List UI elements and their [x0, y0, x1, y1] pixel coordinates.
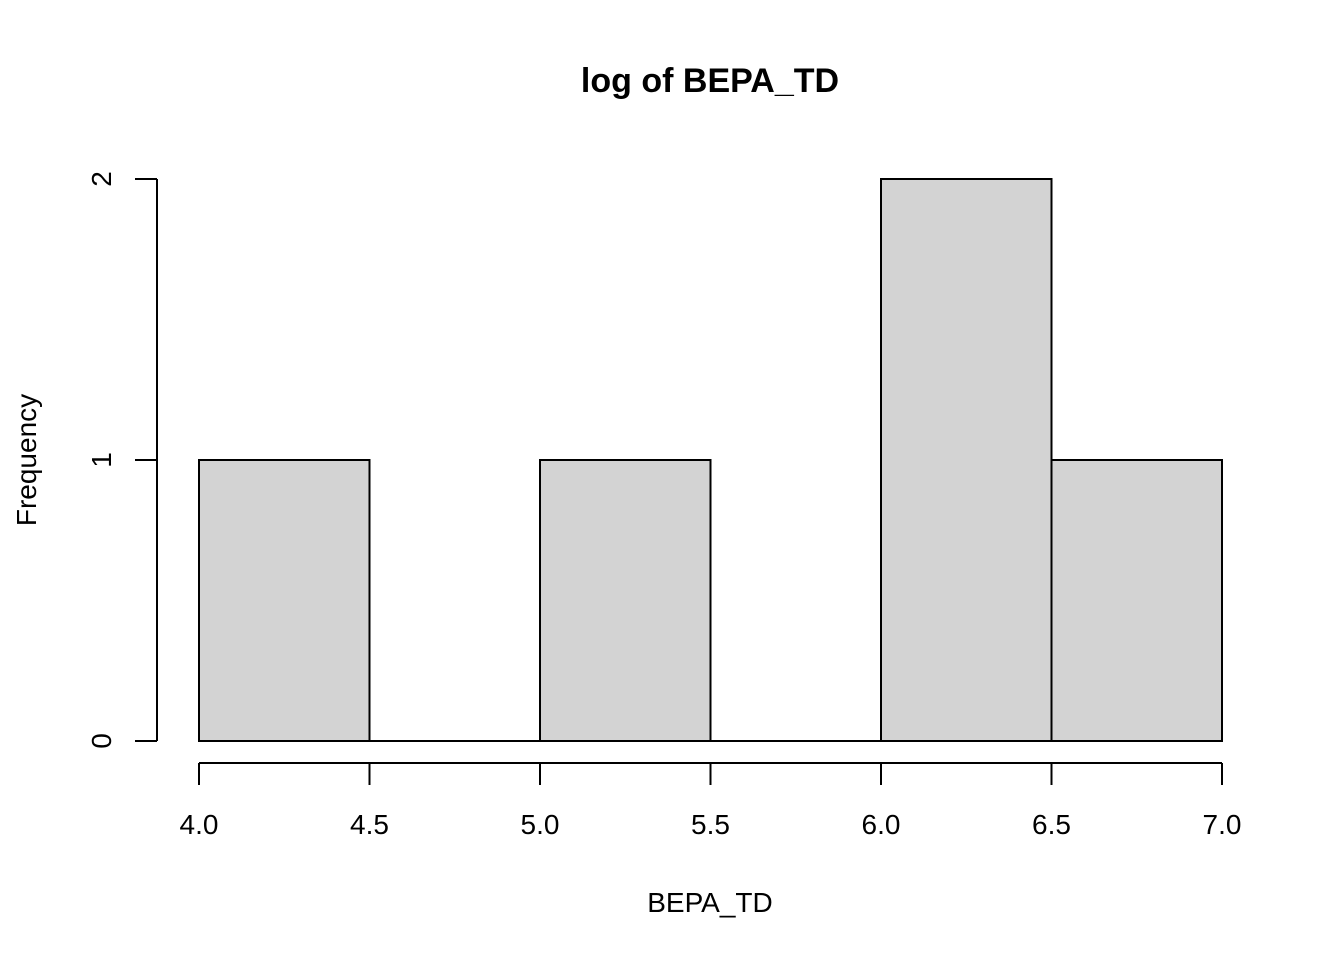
x-tick-label: 7.0 — [1203, 809, 1242, 840]
x-axis-label: BEPA_TD — [647, 887, 773, 918]
x-tick-label: 6.5 — [1032, 809, 1071, 840]
x-tick-label: 5.0 — [521, 809, 560, 840]
x-tick-label: 4.5 — [350, 809, 389, 840]
x-axis: 4.0 4.5 5.0 5.5 6.0 6.5 7.0 — [180, 762, 1242, 840]
x-tick-label: 4.0 — [180, 809, 219, 840]
bars-group — [198, 178, 1223, 742]
histogram-bar — [539, 459, 712, 742]
y-axis: 0 1 2 — [86, 171, 158, 749]
histogram-bar — [880, 178, 1053, 742]
y-tick-label: 1 — [86, 452, 117, 468]
histogram-bar — [198, 459, 371, 742]
chart-title: log of BEPA_TD — [581, 62, 839, 100]
histogram-bar — [1050, 459, 1223, 742]
y-axis-label: Frequency — [11, 394, 42, 526]
y-tick-label: 2 — [86, 171, 117, 187]
x-tick-label: 6.0 — [862, 809, 901, 840]
x-tick-label: 5.5 — [691, 809, 730, 840]
y-tick-label: 0 — [86, 733, 117, 749]
